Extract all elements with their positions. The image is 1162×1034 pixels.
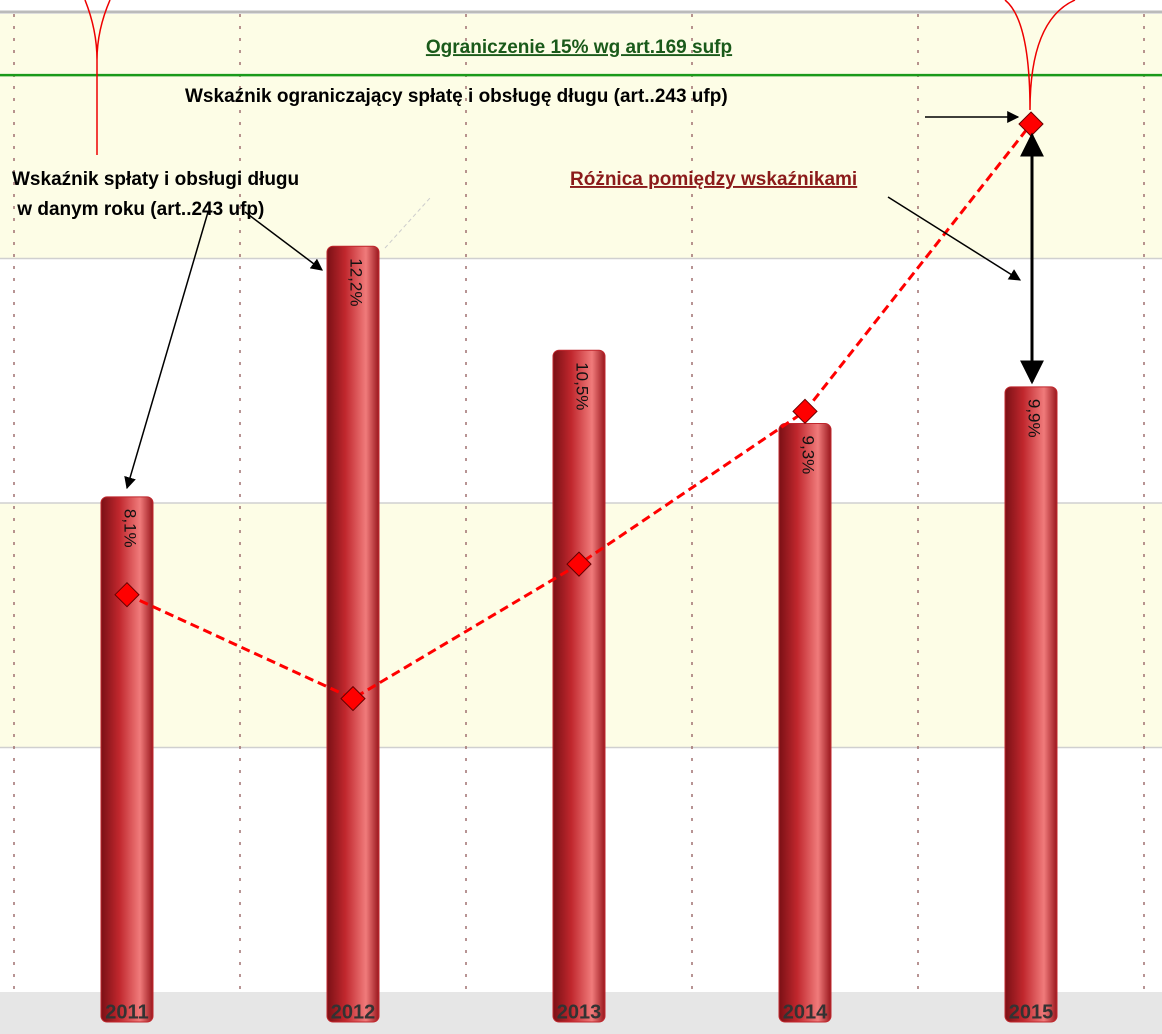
line-marker xyxy=(340,685,366,712)
x-tick-label: 2011 xyxy=(105,1001,148,1023)
marks: 8,1% 12,2% 10,5% 9,3% 9,9% xyxy=(100,111,1058,1023)
bar-value-label: 9,9% xyxy=(1025,399,1044,438)
bar-value-label: 10,5% xyxy=(573,362,592,410)
bar xyxy=(778,423,832,1023)
leader xyxy=(384,197,431,249)
bar xyxy=(326,245,380,1023)
bar-value-label: 12,2% xyxy=(347,258,366,306)
bar-value-label: 9,3% xyxy=(799,436,818,475)
line-marker xyxy=(114,581,140,608)
decor-arc xyxy=(1004,0,1076,111)
annotation: Wskaźnik spłaty i obsługi długu xyxy=(12,169,299,190)
arrow xyxy=(124,211,209,490)
bar xyxy=(1004,386,1058,1023)
x-tick-label: 2015 xyxy=(1009,1001,1054,1023)
annotation: Różnica pomiędzy wskaźnikami xyxy=(570,169,857,190)
bar xyxy=(552,349,606,1023)
line-marker xyxy=(792,398,818,425)
x-tick-label: 2013 xyxy=(557,1001,602,1023)
arrow xyxy=(244,211,323,271)
annotations: Wskaźnik ograniczający spłatę i obsługę … xyxy=(12,0,1076,490)
annotation: Wskaźnik ograniczający spłatę i obsługę … xyxy=(185,86,728,107)
line-marker xyxy=(566,551,592,577)
limit-label: Ograniczenie 15% wg art.169 sufp xyxy=(426,37,732,58)
annotation: w danym roku (art..243 ufp) xyxy=(12,199,264,220)
bar xyxy=(100,496,154,1023)
arrow xyxy=(887,196,1022,281)
plot-band xyxy=(0,14,1162,259)
x-tick-label: 2014 xyxy=(783,1001,828,1023)
x-tick-label: 2012 xyxy=(331,1001,376,1023)
bar-value-label: 8,1% xyxy=(121,509,140,548)
